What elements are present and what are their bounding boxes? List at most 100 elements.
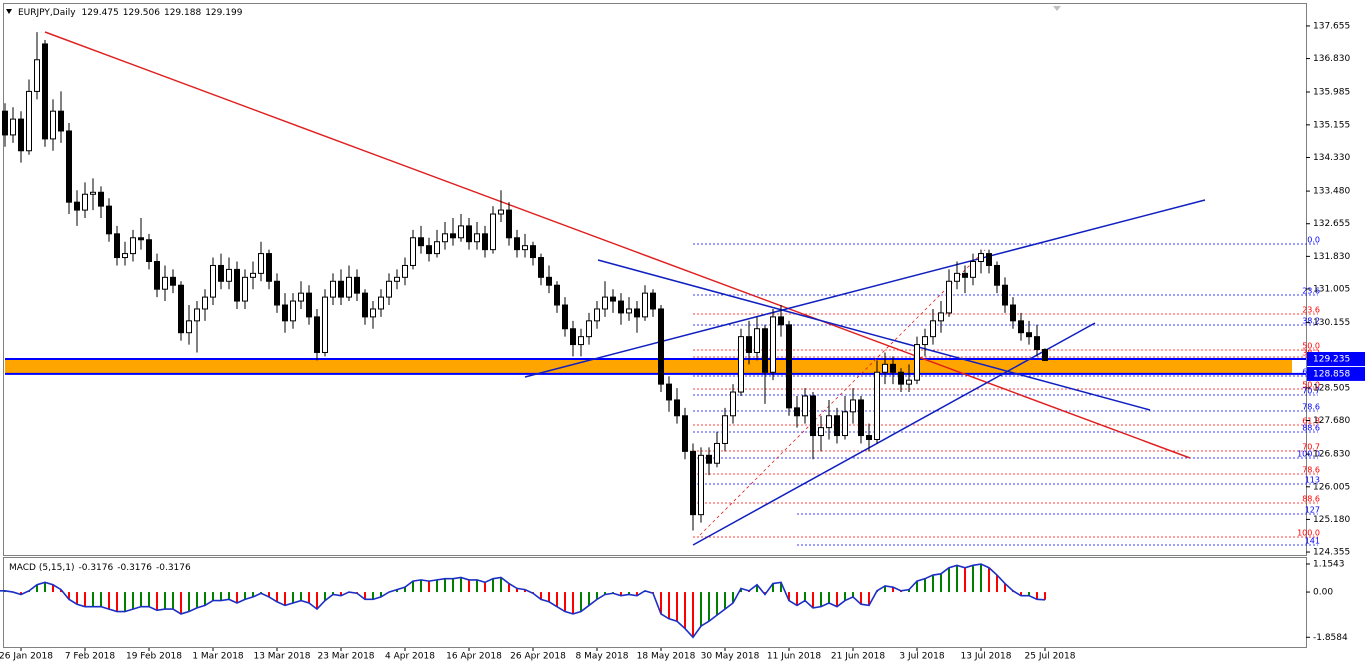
candle-body — [114, 233, 120, 259]
y-tick-label: 126.830 — [1313, 450, 1350, 460]
candle-body — [1010, 304, 1016, 322]
x-tick-label: 26 Jan 2018 — [0, 652, 53, 662]
candle-body — [922, 336, 928, 346]
candle-body — [242, 276, 248, 302]
candle-body — [90, 191, 96, 195]
candle-body — [146, 239, 152, 263]
fib-label: 70.7 — [1302, 387, 1320, 396]
candle-body — [618, 300, 624, 314]
candle-body — [658, 308, 664, 385]
fib-label: 70.7 — [1302, 443, 1320, 452]
candle-body — [754, 328, 760, 353]
candle-body — [194, 308, 200, 322]
candle-body — [930, 320, 936, 338]
y-tick-label: 137.655 — [1313, 21, 1350, 31]
level-band — [5, 359, 1292, 374]
y-tick-label: 135.155 — [1313, 120, 1350, 130]
x-tick-label: 23 Mar 2018 — [317, 652, 374, 662]
candle-body — [722, 415, 728, 444]
macd-title: MACD (5,15,1) — [9, 563, 75, 573]
candle-body — [330, 280, 336, 298]
candle-body — [290, 300, 296, 322]
y-tick-label: 136.830 — [1313, 54, 1350, 64]
y-tick-label: 125.180 — [1313, 515, 1350, 525]
y-tick-label: 135.985 — [1313, 88, 1350, 98]
candle-body — [58, 110, 64, 132]
trend-line — [692, 322, 1096, 546]
level-label: 128.858 — [1313, 369, 1350, 379]
x-tick-label: 19 Feb 2018 — [126, 652, 182, 662]
candle-body — [106, 205, 112, 235]
candle-body — [162, 276, 168, 290]
fib-label: 88.6 — [1302, 424, 1320, 433]
macd-pane — [3, 557, 1307, 648]
candle-body — [738, 336, 744, 393]
candle-body — [818, 427, 824, 437]
candle-body — [514, 237, 520, 251]
x-tick-label: 4 Apr 2018 — [385, 652, 435, 662]
trend-line — [597, 259, 1151, 411]
candle-body — [714, 442, 720, 464]
candle-body — [466, 225, 472, 243]
x-tick-label: 16 Apr 2018 — [446, 652, 502, 662]
y-tick-label: 132.655 — [1313, 219, 1350, 229]
y-tick-label: 134.330 — [1313, 153, 1350, 163]
candle-body — [546, 276, 552, 286]
y-tick-label: -1.8584 — [1313, 633, 1348, 643]
x-tick-label: 1 Mar 2018 — [192, 652, 244, 662]
candle-body — [1034, 336, 1040, 351]
axis-layer: 137.655 136.830 135.985 135.155 134.330 133.4… — [0, 21, 1365, 662]
chart-header: EURJPY,Daily 129.475 129.506 129.188 129.199 — [18, 8, 243, 18]
candle-body — [442, 233, 448, 243]
candle-body — [138, 237, 144, 241]
candle-body — [250, 272, 256, 278]
candle-body — [26, 90, 32, 152]
fib-label: 100.0 — [1297, 529, 1320, 538]
candle-body — [650, 292, 656, 310]
candle-body — [418, 237, 424, 247]
y-tick-label: 131.005 — [1313, 284, 1350, 294]
candle-body — [434, 241, 440, 255]
candle-body — [178, 284, 184, 334]
candle-body — [402, 264, 408, 278]
candle-body — [834, 415, 840, 437]
candle-body — [530, 245, 536, 259]
candle-body — [674, 399, 680, 417]
candle-body — [946, 280, 952, 314]
candle-body — [298, 292, 304, 302]
fib-label: 78.6 — [1302, 403, 1320, 412]
candle-body — [450, 233, 456, 239]
candle-body — [906, 379, 912, 385]
macd-header: MACD (5,15,1) -0.3176 -0.3176 -0.3176 — [9, 563, 191, 573]
x-tick-label: 8 May 2018 — [576, 652, 629, 662]
candle-body — [426, 245, 432, 255]
y-tick-label: 131.830 — [1313, 252, 1350, 262]
candle-body — [362, 292, 368, 318]
candle-body — [706, 454, 712, 464]
y-tick-label: 133.480 — [1313, 187, 1350, 197]
candle-body — [626, 308, 632, 314]
candle-body — [482, 233, 488, 251]
candle-body — [266, 253, 272, 282]
menu-arrow[interactable] — [6, 9, 12, 14]
fib-label: 38.2 — [1302, 317, 1320, 326]
x-tick-label: 18 May 2018 — [637, 652, 696, 662]
candle-body — [50, 110, 56, 140]
level-label-box — [1307, 366, 1365, 381]
candle-body — [994, 264, 1000, 286]
candle-body — [866, 435, 872, 440]
x-tick-label: 26 Apr 2018 — [510, 652, 566, 662]
candle-body — [586, 320, 592, 338]
macd-value: -0.3176 — [79, 563, 114, 573]
fib-label: 23.6 — [1302, 306, 1320, 315]
candle-body — [786, 324, 792, 409]
x-tick-label: 13 Jul 2018 — [961, 652, 1012, 662]
y-tick-label: 127.680 — [1313, 416, 1350, 426]
candle-body — [602, 296, 608, 310]
candle-body — [570, 328, 576, 346]
collapse-arrow[interactable] — [1053, 6, 1061, 11]
candle-body — [82, 193, 88, 211]
candle-body — [2, 110, 8, 136]
candle-body — [10, 118, 16, 136]
candle-body — [730, 391, 736, 417]
